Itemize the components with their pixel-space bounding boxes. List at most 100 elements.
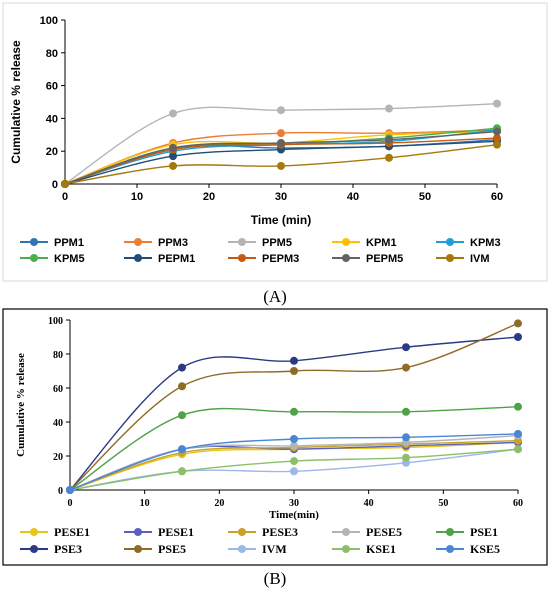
panel-a-data-point	[493, 141, 501, 149]
panel-a-legend-swatch-marker	[238, 238, 246, 246]
panel-b-legend-label: PSE5	[158, 542, 186, 556]
panel-a-legend-label: KPM5	[54, 253, 85, 265]
panel-a-x-tick-label: 30	[275, 191, 287, 203]
panel-b-data-point	[402, 408, 410, 416]
panel-b-legend-swatch-marker	[342, 545, 350, 553]
panel-b-legend-swatch-marker	[30, 545, 38, 553]
panel-b-legend-label: PSE1	[470, 525, 498, 539]
panel-a-legend-swatch-marker	[134, 254, 142, 262]
panel-a-legend-swatch-marker	[30, 238, 38, 246]
panel-b-data-point	[514, 319, 522, 327]
panel-a-data-point	[277, 139, 285, 147]
panel-b-data-point	[514, 445, 522, 453]
panel-b-legend-swatch-marker	[446, 528, 454, 536]
panel-b-legend-label: PESE5	[366, 525, 402, 539]
panel-a-x-tick-label: 60	[491, 191, 503, 203]
panel-a-legend-label: PPM1	[54, 237, 84, 249]
panel-b-data-point	[290, 357, 298, 365]
panel-a-x-axis-label: Time (min)	[251, 213, 311, 227]
panel-b-data-point	[402, 364, 410, 372]
panel-a-legend-swatch-marker	[238, 254, 246, 262]
panel-a-legend-swatch-marker	[134, 238, 142, 246]
panel-b-legend-swatch-marker	[342, 528, 350, 536]
panel-b-legend-label: PESE1	[54, 525, 90, 539]
panel-b-legend-label: PESE1	[158, 525, 194, 539]
panel-a-y-tick-label: 20	[46, 146, 58, 158]
panel-b-data-point	[290, 467, 298, 475]
panel-b-legend-swatch-marker	[238, 545, 246, 553]
panel-b-x-tick-label: 40	[364, 498, 374, 509]
panel-b-legend-swatch-marker	[238, 528, 246, 536]
panel-a-legend-swatch-marker	[446, 238, 454, 246]
panel-a-legend-label: IVM	[470, 253, 490, 265]
panel-a-y-tick-label: 0	[52, 179, 58, 191]
panel-a-legend-swatch-marker	[342, 238, 350, 246]
panel-b-y-tick-label: 40	[53, 418, 63, 429]
panel-b-data-point	[66, 486, 74, 494]
panel-a-legend-swatch-marker	[342, 254, 350, 262]
panel-a-data-point	[385, 105, 393, 113]
panel-a-legend-label: PEPM1	[158, 253, 195, 265]
panel-a-data-point	[277, 106, 285, 114]
panel-a-legend-label: PEPM5	[366, 253, 403, 265]
panel-b-x-tick-label: 30	[289, 498, 299, 509]
panel-b-x-tick-label: 50	[438, 498, 448, 509]
panel-a-data-point	[493, 100, 501, 108]
panel-b-y-tick-label: 100	[48, 316, 63, 327]
panel-b-y-tick-label: 0	[58, 486, 63, 497]
panel-b-legend-label: PESE3	[262, 525, 298, 539]
panel-b-data-point	[178, 382, 186, 390]
panel-a-y-tick-label: 100	[40, 15, 58, 27]
panel-b-data-point	[290, 435, 298, 443]
panel-a-y-tick-label: 40	[46, 113, 58, 125]
panel-b-data-point	[514, 430, 522, 438]
panel-b-legend-label: PSE3	[54, 542, 82, 556]
panel-a-data-point	[169, 109, 177, 117]
panel-b-data-point	[290, 457, 298, 465]
panel-b-data-point	[402, 433, 410, 441]
panel-a-data-point	[169, 144, 177, 152]
panel-a-x-tick-label: 10	[131, 191, 143, 203]
panel-a-legend-label: PEPM3	[262, 253, 299, 265]
panel-a-legend-swatch-marker	[446, 254, 454, 262]
panel-a-x-tick-label: 0	[62, 191, 68, 203]
panel-b-legend-label: KSE1	[366, 542, 396, 556]
panel-a-data-point	[385, 136, 393, 144]
panel-b-data-point	[178, 411, 186, 419]
panel-b-y-tick-label: 20	[53, 452, 63, 463]
panel-b-data-point	[290, 367, 298, 375]
panel-a-data-point	[61, 180, 69, 188]
panel-a-x-tick-label: 20	[203, 191, 215, 203]
panel-a-legend-label: KPM1	[366, 237, 397, 249]
panel-b-data-point	[178, 467, 186, 475]
panel-a-legend-label: PPM3	[158, 237, 188, 249]
panel-b-legend-swatch-marker	[446, 545, 454, 553]
panel-b-data-point	[514, 333, 522, 341]
panel-b-label: (B)	[264, 569, 287, 588]
panel-b-data-point	[402, 454, 410, 462]
panel-b-data-point	[178, 364, 186, 372]
panel-b-data-point	[402, 343, 410, 351]
panel-a-x-tick-label: 40	[347, 191, 359, 203]
panel-b-y-tick-label: 60	[53, 384, 63, 395]
panel-b-data-point	[514, 403, 522, 411]
panel-b-legend-label: IVM	[262, 542, 287, 556]
panel-b-legend-swatch-marker	[134, 545, 142, 553]
panel-b-data-point	[178, 445, 186, 453]
panel-a-data-point	[493, 128, 501, 136]
panel-a-data-point	[277, 129, 285, 137]
panel-a-data-point	[169, 162, 177, 170]
panel-b-x-tick-label: 0	[68, 498, 73, 509]
panel-b-x-tick-label: 10	[140, 498, 150, 509]
panel-b-legend-swatch-marker	[30, 528, 38, 536]
panel-a-data-point	[277, 162, 285, 170]
panel-a-x-tick-label: 50	[419, 191, 431, 203]
panel-a-y-tick-label: 80	[46, 48, 58, 60]
panel-b-x-tick-label: 20	[214, 498, 224, 509]
panel-a-data-point	[385, 154, 393, 162]
panel-b-legend-swatch-marker	[134, 528, 142, 536]
panel-a-legend-swatch-marker	[30, 254, 38, 262]
panel-b-y-axis-label: Cumulative % release	[15, 353, 27, 457]
panel-b-x-axis-label: Time(min)	[269, 509, 319, 521]
